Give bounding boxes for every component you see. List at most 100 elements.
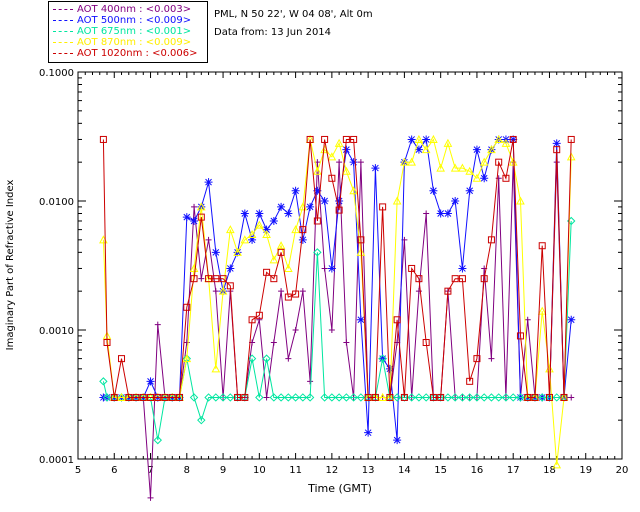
data-point-s4 <box>183 303 191 311</box>
data-point-s4 <box>371 393 379 401</box>
data-point-s4 <box>321 135 329 143</box>
plot-frame <box>77 71 623 460</box>
data-point-s0 <box>278 288 285 295</box>
x-tick-label: 10 <box>253 465 266 476</box>
data-point-s1 <box>327 264 336 273</box>
data-point-s2 <box>334 393 344 402</box>
data-point-s4 <box>270 275 278 283</box>
data-point-s3 <box>537 306 547 315</box>
data-point-s4 <box>531 393 539 401</box>
legend-entry-675nm: AOT 675nm : <0.001> <box>53 26 191 37</box>
data-point-s3 <box>233 247 242 256</box>
data-point-s4 <box>350 135 358 143</box>
data-point-s0 <box>191 203 198 210</box>
data-point-s1 <box>480 174 489 183</box>
legend-swatch-1020nm <box>53 52 73 54</box>
data-point-s0 <box>198 275 205 282</box>
data-point-s1 <box>190 216 199 225</box>
data-point-s4 <box>415 275 423 283</box>
data-point-s0 <box>292 327 299 333</box>
data-point-s3 <box>566 152 576 161</box>
x-tick-label: 14 <box>398 465 411 476</box>
data-point-s1 <box>422 135 431 144</box>
data-point-s4 <box>400 393 408 401</box>
data-point-s0 <box>357 159 364 166</box>
legend-label-870nm: AOT 870nm : <0.009> <box>77 37 192 48</box>
data-point-s2 <box>218 393 228 402</box>
data-point-s3 <box>117 392 126 401</box>
data-point-s4 <box>502 174 510 182</box>
data-point-s2 <box>516 393 525 402</box>
data-point-s4 <box>263 268 271 276</box>
data-point-s2 <box>197 415 206 425</box>
data-point-s3 <box>479 157 489 166</box>
data-point-s2 <box>276 393 286 402</box>
data-point-s4 <box>99 135 107 143</box>
legend-label-675nm: AOT 675nm : <0.001> <box>77 26 192 37</box>
x-tick-label: 18 <box>543 465 556 476</box>
data-point-s2 <box>102 393 112 402</box>
data-point-s1 <box>552 139 561 148</box>
data-point-s2 <box>421 393 431 402</box>
data-point-s2 <box>269 393 279 402</box>
data-point-s4 <box>161 393 169 401</box>
data-point-s0 <box>336 159 343 166</box>
data-point-s1 <box>211 248 220 257</box>
data-point-s4 <box>241 393 249 401</box>
data-point-s4 <box>277 248 285 256</box>
legend-swatch-870nm <box>53 41 73 43</box>
data-point-s0 <box>256 316 263 323</box>
data-point-s1 <box>458 264 467 273</box>
data-point-s4 <box>212 275 220 283</box>
data-point-s4 <box>176 393 184 401</box>
data-point-s1 <box>342 145 351 154</box>
data-point-s2 <box>392 393 402 402</box>
data-point-s4 <box>545 393 553 401</box>
data-point-s3 <box>450 163 460 172</box>
data-point-s2 <box>313 248 322 257</box>
data-point-s4 <box>248 316 256 324</box>
data-point-s0 <box>568 394 575 401</box>
data-point-s4 <box>306 135 314 143</box>
data-point-s4 <box>386 393 394 401</box>
data-point-s1 <box>320 197 329 205</box>
data-point-s1 <box>364 428 373 437</box>
data-point-s3 <box>436 163 446 172</box>
data-point-s3 <box>313 166 322 175</box>
data-point-s2 <box>99 377 108 386</box>
data-point-s4 <box>466 377 474 385</box>
x-axis-label: Time (GMT) <box>307 482 372 495</box>
data-point-s1 <box>248 235 257 244</box>
data-point-s0 <box>488 355 495 362</box>
data-point-s0 <box>415 288 422 295</box>
data-point-s1 <box>356 315 365 324</box>
data-point-s1 <box>262 225 271 234</box>
data-point-s4 <box>125 393 133 401</box>
data-point-s4 <box>495 158 503 166</box>
data-point-s3 <box>247 229 257 238</box>
data-point-s0 <box>328 327 335 333</box>
data-point-s3 <box>276 241 286 250</box>
data-point-s3 <box>508 157 518 166</box>
x-tick-label: 11 <box>289 465 302 476</box>
data-point-s4 <box>118 355 126 363</box>
data-point-s4 <box>147 393 155 401</box>
data-point-s4 <box>429 393 437 401</box>
data-point-s1 <box>393 436 402 445</box>
data-point-s2 <box>414 393 424 402</box>
data-point-s0 <box>212 288 219 295</box>
series-line-3 <box>102 138 572 465</box>
data-point-s3 <box>501 138 511 147</box>
data-point-s3 <box>443 138 453 147</box>
y-tick-label: 0.0010 <box>39 326 74 337</box>
data-point-s4 <box>422 339 430 347</box>
data-point-s0 <box>343 339 350 346</box>
data-point-s4 <box>154 393 162 401</box>
data-point-s0 <box>147 494 154 501</box>
x-tick-label: 5 <box>75 465 81 476</box>
data-point-s2 <box>378 354 387 363</box>
data-point-s2 <box>407 393 416 402</box>
data-point-s3 <box>407 157 416 166</box>
data-point-s2 <box>479 393 489 402</box>
